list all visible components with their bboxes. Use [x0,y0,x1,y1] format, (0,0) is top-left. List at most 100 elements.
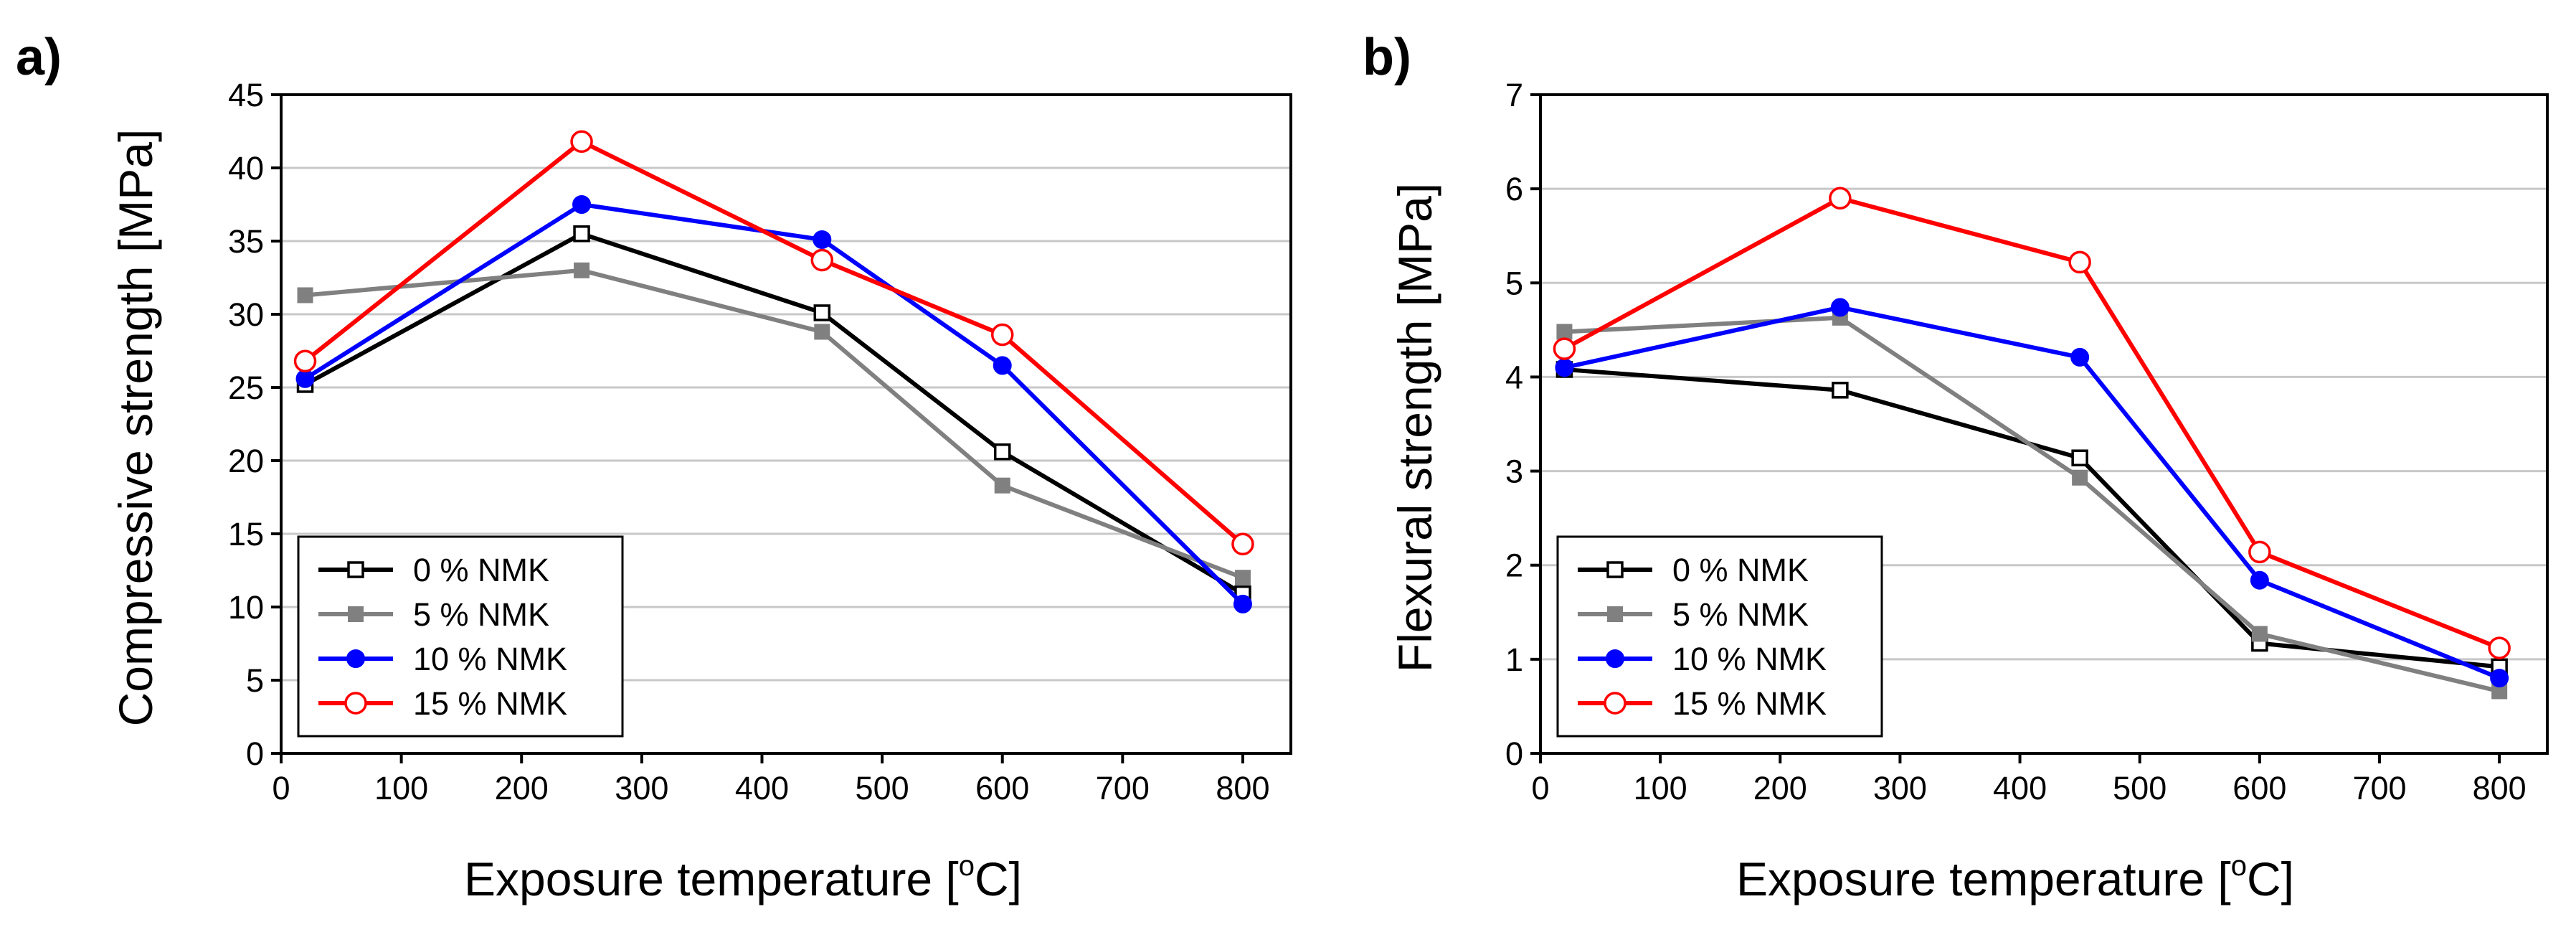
x-ticks-a: 0 100 200 300 400 500 600 700 800 [272,753,1269,806]
data-point [572,195,592,214]
y-tick-label: 5 [1505,265,1523,301]
data-point [2068,250,2091,274]
data-point [2072,469,2088,486]
data-point [1233,594,1252,613]
x-tick-label: 400 [1993,770,2047,806]
legend-item: 15 % NMK [318,685,567,722]
legend-label: 15 % NMK [413,685,567,722]
series-2 [295,195,1252,613]
data-point [295,369,315,388]
y-tick-label: 0 [246,735,264,772]
x-tick-label: 200 [1753,770,1807,806]
legend-swatch-marker [347,561,364,578]
y-tick-label: 35 [228,223,264,260]
data-point [573,225,590,243]
y-tick-label: 3 [1505,453,1523,490]
legend-swatch-marker [346,649,365,668]
legend-b: 0 % NMK 5 % NMK 10 % NMK 15 % NMK [1556,535,1883,738]
x-tick-label: 300 [1873,770,1927,806]
x-ticks-b: 0 100 200 300 400 500 600 700 800 [1531,753,2527,806]
y-tick-label: 30 [228,296,264,333]
series-3 [1553,187,2511,659]
y-tick-label: 10 [228,589,264,626]
x-tick-label: 0 [272,770,290,806]
legend-label: 10 % NMK [413,641,567,677]
y-tick-label: 7 [1505,77,1523,113]
y-tick-label: 20 [228,443,264,479]
data-point [813,230,832,249]
y-ticks-a: 0 5 10 15 20 25 30 35 40 45 [228,77,281,772]
x-tick-label: 700 [1096,770,1150,806]
data-point [293,349,317,373]
data-point [297,287,313,303]
x-tick-label: 600 [2232,770,2286,806]
data-point [993,443,1011,461]
y-ticks-b: 0 1 2 3 4 5 6 7 [1505,77,1540,772]
x-tick-label: 200 [495,770,549,806]
x-axis-title-a: Exposure temperature [oC] [464,850,1022,905]
panel-label-a: a) [16,29,62,86]
data-point [2071,449,2088,466]
legend-item: 5 % NMK [318,596,549,633]
x-tick-label: 100 [374,770,428,806]
data-point [810,248,834,272]
data-point [1829,187,1852,210]
data-point [574,262,590,278]
legend-swatch-marker [1606,649,1624,668]
x-tick-label: 100 [1634,770,1687,806]
data-point [2251,626,2268,642]
legend-label: 5 % NMK [1672,596,1809,633]
x-tick-label: 0 [1531,770,1549,806]
data-point [814,324,830,340]
panel-label-b: b) [1363,29,1411,86]
legend-label: 5 % NMK [413,596,549,633]
legend-item: 0 % NMK [318,552,549,588]
y-tick-label: 5 [246,662,264,699]
plot-frame-b [1539,93,2549,755]
x-tick-label: 800 [2473,770,2527,806]
x-tick-label: 600 [975,770,1029,806]
y-tick-label: 0 [1505,735,1523,772]
data-point [813,304,831,321]
y-tick-label: 2 [1505,547,1523,584]
x-tick-label: 500 [2113,770,2167,806]
data-point [570,130,593,154]
legend-label: 0 % NMK [413,552,549,588]
x-tick-label: 800 [1216,770,1269,806]
y-tick-label: 6 [1505,171,1523,207]
data-point [1234,570,1251,586]
x-tick-label: 500 [856,770,909,806]
data-point [2488,636,2511,659]
legend-label: 15 % NMK [1672,685,1827,722]
data-point [2070,347,2090,367]
data-point [2250,570,2269,590]
y-axis-title-a: Compressive strength [MPa] [109,129,162,727]
legend-label: 10 % NMK [1672,641,1827,677]
data-point [1231,532,1254,556]
y-tick-label: 4 [1505,359,1523,395]
y-tick-label: 1 [1505,641,1523,678]
x-tick-label: 700 [2352,770,2406,806]
data-point [2490,669,2509,688]
y-tick-label: 45 [228,77,264,113]
legend-item: 10 % NMK [1578,641,1827,677]
y-tick-label: 40 [228,150,264,187]
legend-item: 0 % NMK [1578,552,1809,588]
y-axis-title-b: Flexural strength [MPa] [1388,183,1441,672]
data-point [1553,337,1576,360]
data-point [2248,540,2271,564]
legend-swatch-marker [1607,606,1623,622]
data-point [1832,382,1849,399]
legend-swatch-marker [1606,561,1624,578]
x-tick-label: 400 [735,770,789,806]
y-tick-label: 25 [228,370,264,406]
series-group-a [293,130,1254,613]
data-point [994,477,1010,494]
chart-panel-a: a) 0 5 10 15 20 25 30 35 40 45 0 100 200 300 400 500 60… [16,29,1292,905]
y-tick-label: 15 [228,516,264,552]
legend-label: 0 % NMK [1672,552,1809,588]
legend-swatch-marker [1604,692,1626,715]
chart-panel-b: b) 0 1 2 3 4 5 6 7 0 100 200 300 400 500 600 700 800 Ex… [1363,29,2549,905]
legend-item: 10 % NMK [318,641,567,677]
series-line [303,139,1244,546]
